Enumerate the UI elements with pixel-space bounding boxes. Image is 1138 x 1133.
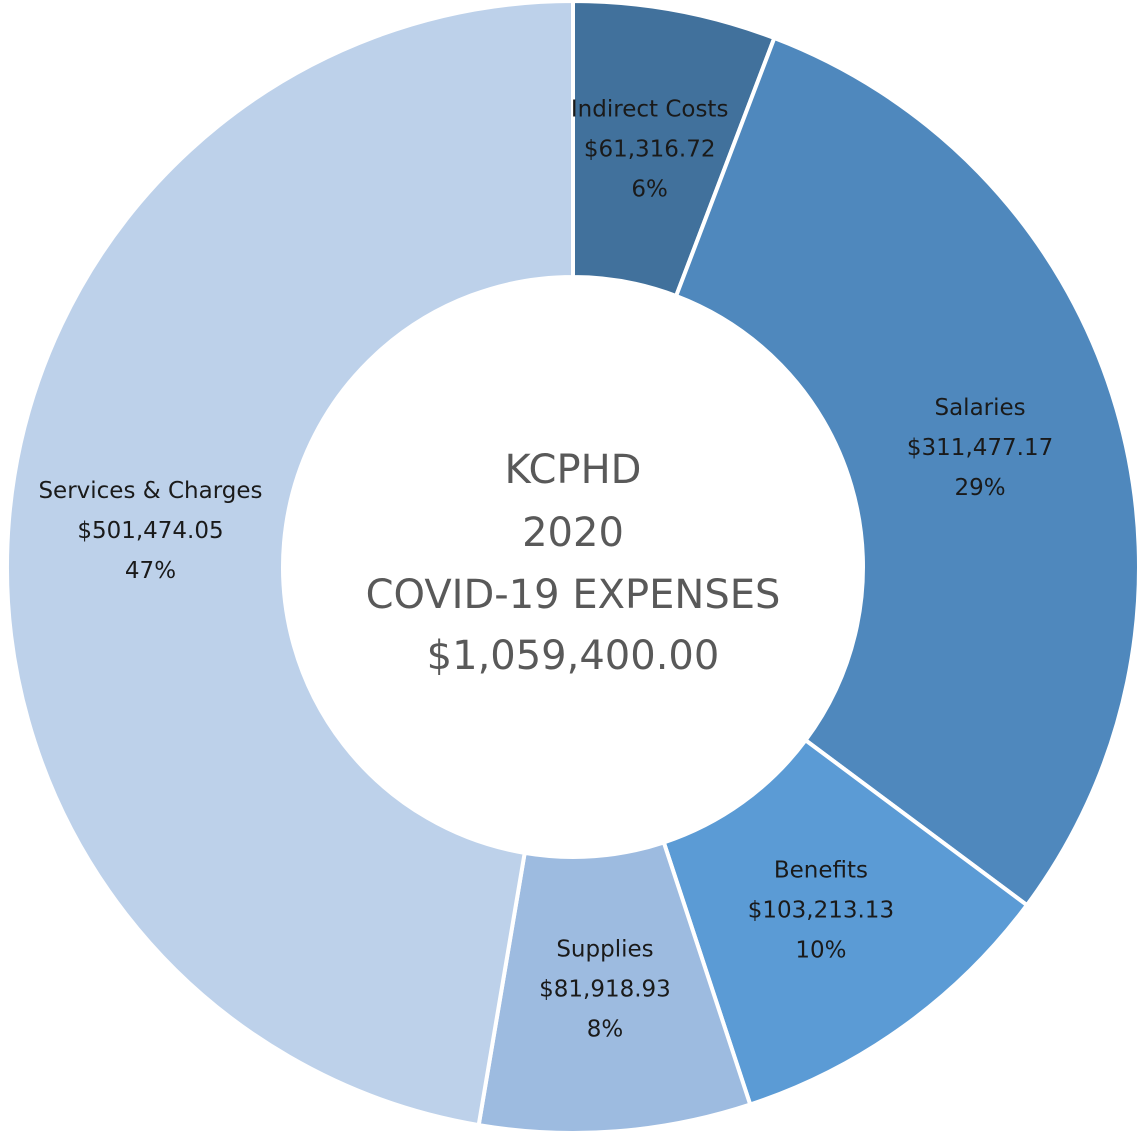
slice [661,737,1030,1108]
slice-label: Services & Charges [38,478,262,504]
slice [673,35,1138,908]
slice-value: $103,213.13 [748,897,894,923]
center-title: 2020 [522,510,624,556]
slice [4,0,575,1128]
slice-percent: 47% [125,558,176,584]
slice-label: Supplies [556,936,653,962]
slice-label: Salaries [934,395,1025,421]
slice-value: $311,477.17 [907,435,1053,461]
slice-value: $81,918.93 [539,976,671,1002]
center-title: COVID-19 EXPENSES [366,572,781,618]
slice-percent: 6% [631,176,668,202]
slice-label: Indirect Costs [571,96,729,122]
center-title: KCPHD [505,447,642,493]
slice-percent: 8% [587,1016,624,1042]
slice-value: $501,474.05 [77,518,223,544]
center-total: $1,059,400.00 [427,633,720,679]
slice-percent: 10% [795,937,846,963]
slice-label: Benefits [774,857,868,883]
slice-percent: 29% [955,475,1006,501]
slice-value: $61,316.72 [584,136,716,162]
